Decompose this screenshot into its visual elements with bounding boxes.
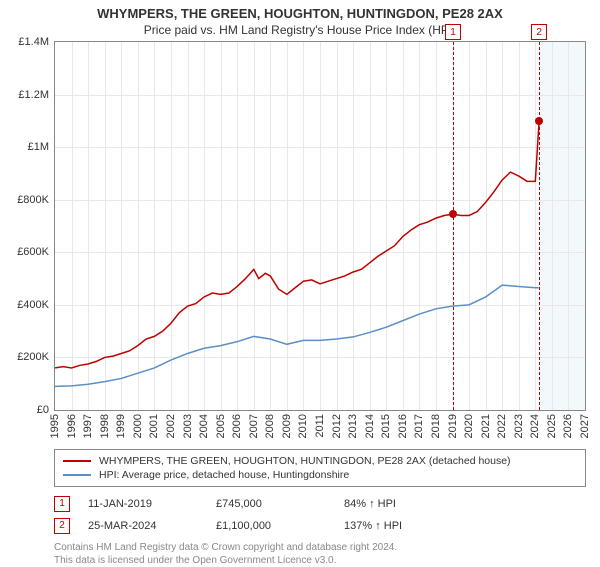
x-tick-label: 2026 xyxy=(562,414,574,438)
series-hpi xyxy=(55,285,539,386)
x-tick-label: 2009 xyxy=(281,414,293,438)
x-tick-label: 2019 xyxy=(447,414,459,438)
footer-attribution: Contains HM Land Registry data © Crown c… xyxy=(54,541,586,567)
chart-subtitle: Price paid vs. HM Land Registry's House … xyxy=(0,21,600,41)
sale-row-marker: 2 xyxy=(54,518,70,534)
x-tick-label: 2008 xyxy=(264,414,276,438)
x-tick-label: 2025 xyxy=(546,414,558,438)
sale-row-marker: 1 xyxy=(54,496,70,512)
y-tick-label: £200K xyxy=(17,351,49,363)
legend-swatch xyxy=(63,460,91,462)
x-tick-label: 2017 xyxy=(413,414,425,438)
series-property xyxy=(55,121,539,368)
x-tick-label: 1997 xyxy=(82,414,94,438)
x-tick-label: 2005 xyxy=(215,414,227,438)
x-tick-label: 2004 xyxy=(198,414,210,438)
x-tick-label: 2001 xyxy=(148,414,160,438)
sale-price: £1,100,000 xyxy=(216,520,326,532)
x-tick-label: 2002 xyxy=(165,414,177,438)
x-tick-label: 1998 xyxy=(99,414,111,438)
x-tick-label: 2027 xyxy=(579,414,591,438)
sale-row: 1 11-JAN-2019 £745,000 84% ↑ HPI xyxy=(54,493,586,515)
chart-title: WHYMPERS, THE GREEN, HOUGHTON, HUNTINGDO… xyxy=(0,0,600,21)
x-tick-label: 1995 xyxy=(49,414,61,438)
x-tick-label: 2007 xyxy=(248,414,260,438)
x-tick-label: 2024 xyxy=(529,414,541,438)
chart-legend: WHYMPERS, THE GREEN, HOUGHTON, HUNTINGDO… xyxy=(54,449,586,487)
chart-plot-area: £0£200K£400K£600K£800K£1M£1.2M£1.4M19951… xyxy=(54,41,586,411)
x-tick-label: 2014 xyxy=(364,414,376,438)
x-tick-label: 2012 xyxy=(331,414,343,438)
y-tick-label: £600K xyxy=(17,246,49,258)
y-tick-label: £1M xyxy=(28,141,49,153)
x-tick-label: 2023 xyxy=(513,414,525,438)
x-tick-label: 2003 xyxy=(182,414,194,438)
sale-hpi: 84% ↑ HPI xyxy=(344,498,454,510)
legend-swatch xyxy=(63,474,91,476)
sale-hpi: 137% ↑ HPI xyxy=(344,520,454,532)
x-tick-label: 2006 xyxy=(231,414,243,438)
sale-marker-box: 2 xyxy=(531,24,547,40)
legend-row: WHYMPERS, THE GREEN, HOUGHTON, HUNTINGDO… xyxy=(63,454,577,468)
x-tick-label: 2021 xyxy=(480,414,492,438)
y-tick-label: £1.2M xyxy=(18,89,49,101)
x-tick-label: 2015 xyxy=(380,414,392,438)
x-tick-label: 2022 xyxy=(496,414,508,438)
x-tick-label: 2013 xyxy=(347,414,359,438)
y-tick-label: £1.4M xyxy=(18,36,49,48)
x-tick-label: 2018 xyxy=(430,414,442,438)
x-tick-label: 2016 xyxy=(397,414,409,438)
x-tick-label: 2000 xyxy=(132,414,144,438)
sale-marker-box: 1 xyxy=(445,24,461,40)
sale-row: 2 25-MAR-2024 £1,100,000 137% ↑ HPI xyxy=(54,515,586,537)
x-tick-label: 1999 xyxy=(115,414,127,438)
x-tick-label: 2020 xyxy=(463,414,475,438)
y-tick-label: £400K xyxy=(17,299,49,311)
legend-row: HPI: Average price, detached house, Hunt… xyxy=(63,468,577,482)
legend-label: HPI: Average price, detached house, Hunt… xyxy=(99,469,349,481)
y-tick-label: £800K xyxy=(17,194,49,206)
x-tick-label: 2011 xyxy=(314,414,326,438)
legend-label: WHYMPERS, THE GREEN, HOUGHTON, HUNTINGDO… xyxy=(99,455,511,467)
footer-line-2: This data is licensed under the Open Gov… xyxy=(54,554,586,567)
footer-line-1: Contains HM Land Registry data © Crown c… xyxy=(54,541,586,554)
sale-date: 11-JAN-2019 xyxy=(88,498,198,510)
sale-table: 1 11-JAN-2019 £745,000 84% ↑ HPI 2 25-MAR-202… xyxy=(54,493,586,537)
sale-price: £745,000 xyxy=(216,498,326,510)
x-tick-label: 2010 xyxy=(297,414,309,438)
sale-date: 25-MAR-2024 xyxy=(88,520,198,532)
y-tick-label: £0 xyxy=(37,404,49,416)
x-tick-label: 1996 xyxy=(66,414,78,438)
